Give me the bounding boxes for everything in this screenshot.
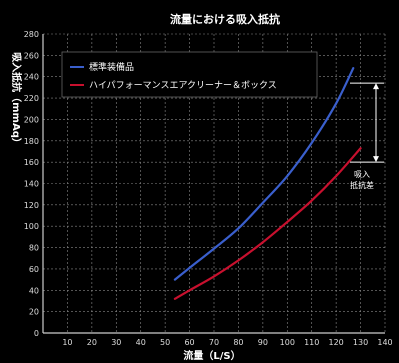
y-tick-140: 140 (24, 180, 39, 189)
y-tick-80: 80 (29, 244, 39, 253)
series-1-point-5 (286, 221, 289, 223)
series-0-point-2 (213, 247, 215, 250)
series-1-point-4 (262, 241, 264, 244)
y-tick-260: 260 (24, 51, 39, 60)
x-tick-10: 10 (62, 338, 72, 347)
series-1-point-0 (174, 298, 176, 300)
series-0-point-6 (310, 142, 313, 144)
series-0-point-7 (335, 102, 337, 105)
x-tick-100: 100 (280, 338, 295, 347)
x-tick-70: 70 (209, 338, 219, 347)
series-lines (173, 67, 362, 300)
series-0-point-4 (262, 201, 264, 204)
y-tick-labels: 0 20 40 60 80 100 120 140 160 180 200 220 240 260 280 (24, 30, 39, 338)
resistance-difference-annotation: 吸入 抵抗差 (350, 82, 384, 190)
x-tick-30: 30 (111, 338, 121, 347)
y-tick-40: 40 (29, 286, 39, 295)
y-tick-120: 120 (24, 201, 39, 210)
legend-label-standard: 標準装備品 (89, 61, 134, 73)
x-tick-20: 20 (87, 338, 97, 347)
axes (42, 34, 385, 334)
series-1-point-7 (335, 175, 337, 177)
x-tick-labels: 10 20 30 40 50 60 70 80 90 100 110 120 130 140 (62, 338, 392, 347)
y-tick-220: 220 (24, 94, 39, 103)
x-tick-140: 140 (377, 338, 392, 347)
series-0-point-5 (286, 175, 289, 177)
y-tick-20: 20 (29, 308, 39, 317)
y-tick-280: 280 (24, 30, 39, 39)
x-tick-40: 40 (136, 338, 146, 347)
series-0-point-1 (188, 267, 191, 269)
y-axis-label: 吸入抵抗（mmAq） (10, 52, 23, 148)
x-tick-60: 60 (184, 338, 194, 347)
y-tick-60: 60 (29, 265, 39, 274)
annotation-arrow-down (373, 156, 379, 163)
x-axis-label: 流量（L/S） (183, 349, 240, 362)
series-1-point-2 (213, 275, 215, 278)
series-1-point-1 (188, 289, 191, 292)
annotation-arrow-up (373, 83, 379, 90)
x-tick-130: 130 (353, 338, 368, 347)
x-tick-120: 120 (329, 338, 344, 347)
x-tick-50: 50 (160, 338, 170, 347)
y-tick-180: 180 (24, 137, 39, 146)
y-tick-0: 0 (34, 329, 39, 338)
legend-label-high-performance: ハイパフォーマンスエアクリーナー＆ボックス (89, 80, 277, 91)
x-tick-90: 90 (258, 338, 268, 347)
series-1-point-6 (310, 199, 313, 202)
chart-title: 流量における吸入抵抗 (170, 12, 280, 26)
x-tick-80: 80 (233, 338, 243, 347)
series-1-point-8 (359, 147, 362, 150)
series-0-point-8 (352, 67, 355, 69)
legend: 標準装備品 ハイパフォーマンスエアクリーナー＆ボックス (61, 51, 318, 98)
y-tick-200: 200 (24, 115, 39, 124)
series-0-point-0 (174, 278, 176, 281)
x-tick-110: 110 (304, 338, 319, 347)
y-tick-100: 100 (24, 222, 39, 231)
legend-box (61, 51, 318, 98)
annotation-label-line2: 抵抗差 (350, 180, 374, 190)
annotation-label-line1: 吸入 (354, 170, 370, 179)
series-1-point-3 (237, 259, 240, 262)
y-tick-160: 160 (24, 158, 39, 167)
y-tick-240: 240 (24, 73, 39, 82)
series-0-point-3 (237, 227, 240, 230)
